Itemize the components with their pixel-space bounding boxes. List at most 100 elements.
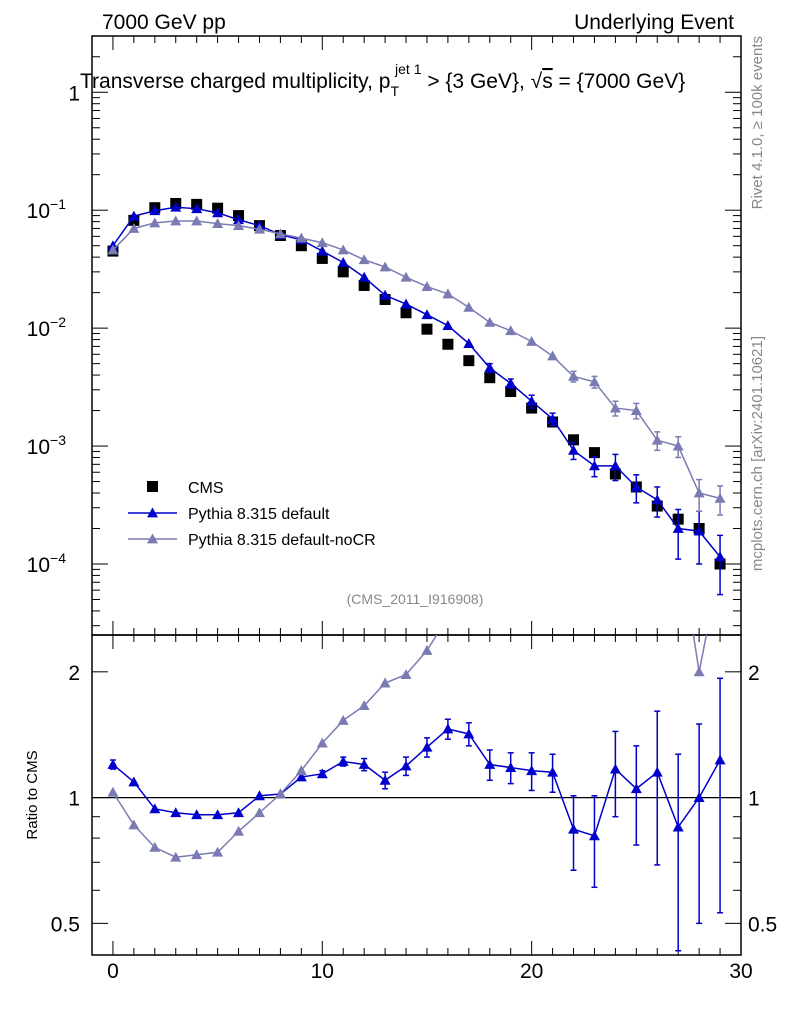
data-point-triangle [714, 551, 726, 562]
title-sup: jet 1 [394, 61, 422, 77]
y-tick-exponent: −1 [50, 196, 66, 212]
ratio-point-triangle [337, 714, 349, 725]
ratio-point-triangle [358, 759, 370, 769]
legend-label: CMS [188, 480, 224, 497]
ratio-point-triangle [128, 776, 140, 787]
ratio-point-triangle [191, 809, 203, 820]
x-tick-label: 10 [311, 960, 334, 983]
ratio-point-triangle [693, 792, 705, 802]
data-point-triangle [358, 254, 370, 265]
data-point-triangle [337, 257, 349, 267]
ratio-point-triangle [212, 846, 224, 857]
data-point-square [400, 307, 412, 319]
ratio-point-triangle [421, 644, 433, 655]
series-line-1 [112, 206, 721, 558]
y-tick-mantissa: 10 [27, 436, 50, 459]
data-point-triangle [442, 288, 454, 299]
ratio-point-triangle [714, 754, 726, 765]
ratio-point-triangle [505, 762, 517, 772]
ratio-y-tick-label-right: 1 [748, 788, 760, 811]
ratio-point-triangle [568, 565, 579, 575]
title-prefix: Transverse charged multiplicity, p [80, 70, 390, 93]
ratio-point-triangle [651, 766, 663, 777]
data-point-triangle [526, 395, 538, 406]
ratio-point-triangle [547, 560, 558, 570]
data-point-triangle [149, 205, 161, 216]
data-point-triangle [358, 271, 370, 282]
ratio-point-triangle [463, 728, 475, 739]
data-point-triangle [484, 316, 496, 327]
ratio-point-triangle [233, 807, 245, 818]
ratio-point-triangle [379, 774, 391, 785]
ratio-point-triangle [442, 723, 454, 734]
ratio-point-triangle [630, 783, 642, 794]
data-point-triangle [484, 362, 496, 373]
y-tick-exponent: −3 [50, 432, 66, 448]
x-tick-label: 30 [729, 960, 752, 983]
data-point-triangle [400, 271, 412, 282]
ratio-line-2 [112, 635, 708, 858]
ratio-point-triangle [128, 819, 140, 830]
data-point-triangle [672, 440, 684, 451]
data-point-triangle [316, 237, 328, 248]
ratio-point-triangle [149, 803, 161, 814]
ratio-point-triangle [358, 700, 370, 711]
data-point-square [421, 323, 433, 335]
data-point-triangle [274, 228, 286, 239]
data-point-triangle [547, 413, 559, 424]
ratio-point-triangle [672, 821, 684, 832]
data-point-triangle [212, 207, 224, 218]
data-point-triangle [672, 522, 684, 533]
ratio-point-triangle [191, 849, 203, 860]
data-point-square [568, 434, 580, 446]
ratio-y-tick-label: 2 [68, 662, 80, 685]
plot-title: Transverse charged multiplicity, pTjet 1… [80, 61, 685, 99]
data-point-triangle [630, 405, 642, 415]
data-point-square [505, 386, 517, 398]
ratio-point-triangle [295, 765, 307, 776]
data-point-triangle [379, 289, 391, 300]
ratio-line-1 [112, 728, 721, 837]
x-tick-label: 20 [520, 960, 543, 983]
analysis-label: (CMS_2011_I916908) [347, 591, 484, 607]
y-tick-mantissa: 10 [27, 554, 50, 577]
ratio-point-triangle [400, 669, 412, 679]
legend-marker-triangle [147, 507, 158, 518]
data-point-triangle [170, 201, 182, 212]
data-point-triangle [463, 338, 475, 348]
legend-marker-square [147, 481, 158, 492]
data-point-triangle [191, 215, 203, 226]
data-point-triangle [630, 481, 642, 492]
legend-label: Pythia 8.315 default [188, 506, 330, 523]
ratio-point-triangle [233, 825, 245, 836]
header-left: 7000 GeV pp [102, 11, 226, 34]
data-point-square [337, 266, 349, 278]
data-point-triangle [128, 222, 140, 233]
data-point-square [295, 240, 307, 252]
data-point-square [358, 279, 370, 291]
ratio-y-tick-label-right: 2 [748, 662, 760, 685]
ratio-point-triangle [526, 765, 538, 776]
x-tick-label: 0 [107, 960, 119, 983]
data-point-triangle [149, 217, 161, 228]
header-right: Underlying Event [574, 11, 734, 34]
ratio-point-triangle [652, 560, 663, 570]
data-point-triangle [107, 244, 119, 255]
y-tick-label: 10−3 [27, 432, 67, 459]
y-tick-label: 10−2 [27, 314, 67, 341]
data-point-triangle [526, 336, 538, 346]
legend-marker-triangle [147, 533, 158, 544]
rivet-label: Rivet 4.1.0, ≥ 100k events [749, 36, 766, 209]
ratio-point-triangle [316, 737, 328, 748]
ratio-y-tick-label: 1 [68, 788, 80, 811]
ratio-plot-marks [107, 560, 726, 952]
data-point-triangle [714, 492, 726, 503]
data-point-square [442, 338, 454, 350]
data-point-triangle [400, 298, 412, 309]
ratio-point-triangle [421, 741, 433, 752]
ratio-point-triangle [253, 790, 265, 801]
data-point-triangle [170, 215, 182, 226]
data-point-square [463, 355, 475, 367]
data-point-triangle [463, 301, 475, 312]
